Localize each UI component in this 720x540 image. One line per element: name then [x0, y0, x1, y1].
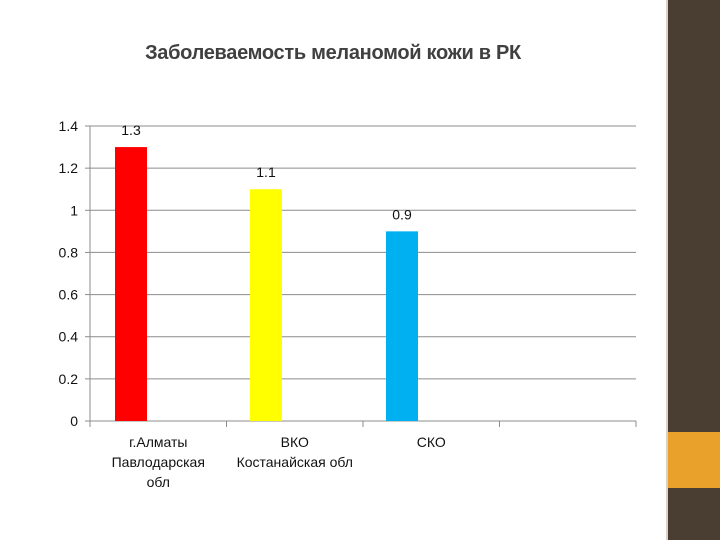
category-label: Костанайская обл — [237, 454, 353, 470]
slide-background — [0, 0, 666, 540]
chart-title: Заболеваемость меланомой кожи в РК — [145, 42, 521, 64]
category-label: ВКО — [281, 434, 309, 450]
category-label: Павлодарская — [112, 454, 205, 470]
y-tick-label: 1.2 — [59, 160, 79, 176]
data-label: 1.3 — [121, 122, 141, 138]
category-label: СКО — [417, 434, 446, 450]
data-label: 1.1 — [256, 164, 276, 180]
data-label: 0.9 — [392, 206, 412, 222]
sidebar-accent-block — [668, 432, 720, 488]
bar — [250, 189, 282, 421]
y-tick-label: 0 — [70, 413, 78, 429]
bar-chart: 0 0.2 0.4 0.6 0.8 1 1.2 1.4 1.3 г.Алматы Павлодарс… — [59, 118, 637, 490]
bar — [115, 147, 147, 422]
y-tick-label: 0.2 — [59, 371, 79, 387]
y-tick-label: 0.8 — [59, 244, 79, 260]
y-tick-label: 1.4 — [59, 118, 79, 134]
category-label: обл — [147, 474, 170, 490]
y-tick-label: 0.6 — [59, 287, 79, 303]
bar — [386, 231, 418, 421]
sidebar-divider — [666, 0, 668, 540]
y-tick-label: 1 — [70, 202, 78, 218]
category-label: г.Алматы — [129, 434, 187, 450]
y-tick-label: 0.4 — [59, 329, 79, 345]
